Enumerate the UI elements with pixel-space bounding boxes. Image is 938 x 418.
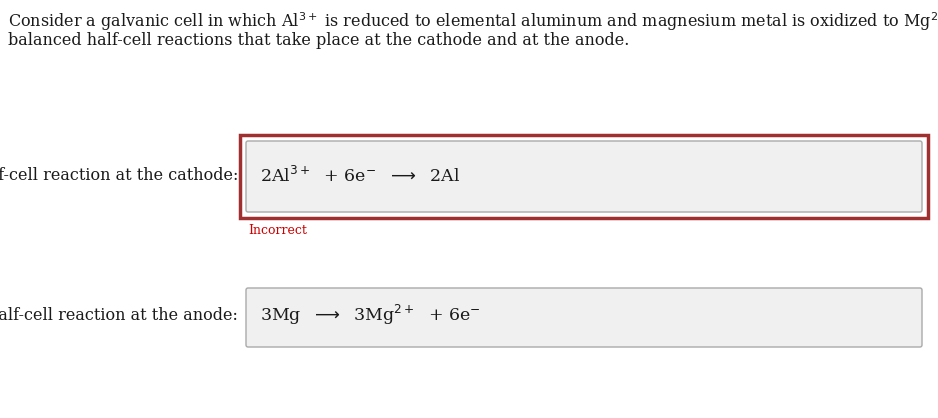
Text: Incorrect: Incorrect — [248, 224, 307, 237]
Text: 3Mg  $\longrightarrow$  3Mg$^{2+}$  + 6e$^{-}$: 3Mg $\longrightarrow$ 3Mg$^{2+}$ + 6e$^{… — [260, 303, 480, 327]
Text: half-cell reaction at the cathode:: half-cell reaction at the cathode: — [0, 166, 238, 184]
Text: half-cell reaction at the anode:: half-cell reaction at the anode: — [0, 306, 238, 324]
FancyBboxPatch shape — [240, 135, 928, 218]
FancyBboxPatch shape — [246, 288, 922, 347]
Text: 2Al$^{3+}$  + 6e$^{-}$  $\longrightarrow$  2Al: 2Al$^{3+}$ + 6e$^{-}$ $\longrightarrow$ … — [260, 166, 461, 186]
Text: Consider a galvanic cell in which Al$^{3+}$ is reduced to elemental aluminum and: Consider a galvanic cell in which Al$^{3… — [8, 10, 938, 33]
Text: balanced half-cell reactions that take place at the cathode and at the anode.: balanced half-cell reactions that take p… — [8, 32, 629, 49]
FancyBboxPatch shape — [246, 141, 922, 212]
